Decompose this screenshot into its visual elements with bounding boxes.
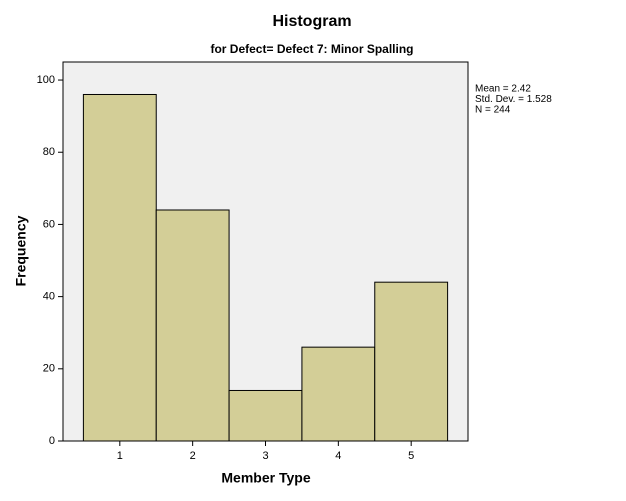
y-tick-label: 40 [43,291,55,303]
bar [374,281,449,442]
x-tick-label: 3 [262,450,268,462]
bar [228,389,303,442]
x-tick-label: 2 [190,450,196,462]
chart-subtitle: for Defect= Defect 7: Minor Spalling [210,42,413,56]
bar [155,209,230,442]
x-tick-label: 5 [408,450,414,462]
y-tick-label: 80 [43,146,55,158]
y-tick-label: 0 [49,435,55,447]
y-axis-label: Frequency [13,215,29,286]
stats-annotation: N = 244 [475,105,511,116]
stats-annotation: Std. Dev. = 1.528 [475,94,552,105]
y-tick-label: 20 [43,363,55,375]
bar [301,346,376,442]
bar [82,93,157,442]
chart-title: Histogram [272,13,351,30]
x-tick-label: 1 [117,450,123,462]
y-tick-label: 60 [43,218,55,230]
x-tick-label: 4 [335,450,341,462]
x-axis-label: Member Type [221,470,310,486]
stats-annotation: Mean = 2.42 [475,84,531,95]
y-tick-label: 100 [37,74,55,86]
